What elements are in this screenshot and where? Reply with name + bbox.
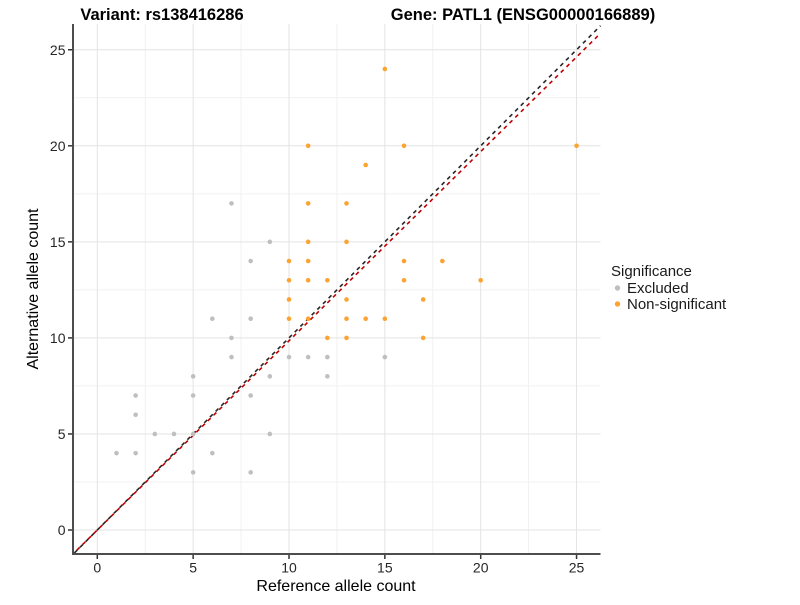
data-point <box>229 335 234 341</box>
data-point <box>382 66 388 72</box>
data-point <box>267 239 273 245</box>
data-point <box>344 239 349 245</box>
y-axis-label: Alternative allele count <box>25 208 42 370</box>
data-point <box>248 393 253 398</box>
gene-title: Gene: PATL1 (ENSG00000166889) <box>391 6 655 24</box>
legend-label-non-significant: Non-significant <box>627 296 727 313</box>
data-point <box>325 277 330 283</box>
data-point <box>229 201 234 206</box>
data-point <box>248 470 253 475</box>
x-tick-label: 20 <box>473 560 489 576</box>
data-point <box>363 316 368 321</box>
y-tick-label: 5 <box>58 426 66 442</box>
data-point <box>401 277 407 283</box>
data-point <box>267 431 273 437</box>
y-tick-label: 15 <box>50 234 66 250</box>
data-point <box>305 277 311 283</box>
data-point <box>363 162 368 168</box>
y-tick-label: 10 <box>50 330 66 346</box>
data-point <box>305 239 311 245</box>
data-point <box>171 431 177 437</box>
data-point <box>133 393 138 398</box>
data-point <box>401 258 407 264</box>
data-point <box>305 201 311 206</box>
x-tick-label: 5 <box>189 560 197 576</box>
x-tick-label: 0 <box>93 560 101 576</box>
data-point <box>478 277 484 283</box>
data-point <box>305 316 311 321</box>
data-point <box>286 277 292 283</box>
data-point <box>344 335 349 341</box>
legend-label-excluded: Excluded <box>627 280 689 297</box>
data-point <box>344 316 349 321</box>
data-point <box>382 354 388 360</box>
x-axis-label: Reference allele count <box>256 578 416 595</box>
data-point <box>190 431 196 437</box>
data-point <box>286 354 292 360</box>
data-point <box>133 412 138 418</box>
x-tick-label: 25 <box>569 560 585 576</box>
data-point <box>382 316 388 321</box>
y-tick-label: 25 <box>50 42 66 58</box>
variant-title: Variant: rs138416286 <box>80 6 243 24</box>
data-point <box>420 335 426 341</box>
data-point <box>286 297 292 302</box>
data-point <box>190 393 196 398</box>
data-point <box>267 374 273 379</box>
data-point <box>325 354 330 360</box>
data-point <box>305 258 311 264</box>
data-point <box>440 258 445 264</box>
data-point <box>248 316 253 321</box>
non-significant-swatch-icon <box>614 301 621 307</box>
axes <box>68 24 601 559</box>
data-point <box>344 201 349 206</box>
data-point <box>305 354 311 360</box>
excluded-swatch-icon <box>614 285 621 291</box>
x-tick-label: 15 <box>377 560 393 576</box>
data-point <box>133 450 138 456</box>
data-point <box>344 297 349 302</box>
y-tick-label: 20 <box>50 138 66 154</box>
x-tick-label: 10 <box>281 560 297 576</box>
tick-labels: 0 5 10 15 20 25 0 5 10 15 20 25 <box>50 42 585 576</box>
y-tick-label: 0 <box>58 522 66 538</box>
data-point <box>286 316 292 321</box>
data-point <box>286 258 292 264</box>
data-point <box>190 470 196 475</box>
scatter-points <box>114 66 579 475</box>
data-point <box>248 258 253 264</box>
data-point <box>190 374 196 379</box>
data-point <box>210 316 215 321</box>
data-point <box>401 143 407 149</box>
data-point <box>210 450 215 456</box>
data-point <box>229 354 234 360</box>
data-point <box>574 143 579 149</box>
data-point <box>305 143 311 149</box>
data-point <box>420 297 426 302</box>
legend: Significance Excluded Non-significant <box>611 263 727 313</box>
legend-title: Significance <box>611 263 692 280</box>
data-point <box>114 450 119 456</box>
gridlines <box>73 24 601 553</box>
data-point <box>325 335 330 341</box>
data-point <box>152 431 158 437</box>
data-point <box>325 374 330 379</box>
